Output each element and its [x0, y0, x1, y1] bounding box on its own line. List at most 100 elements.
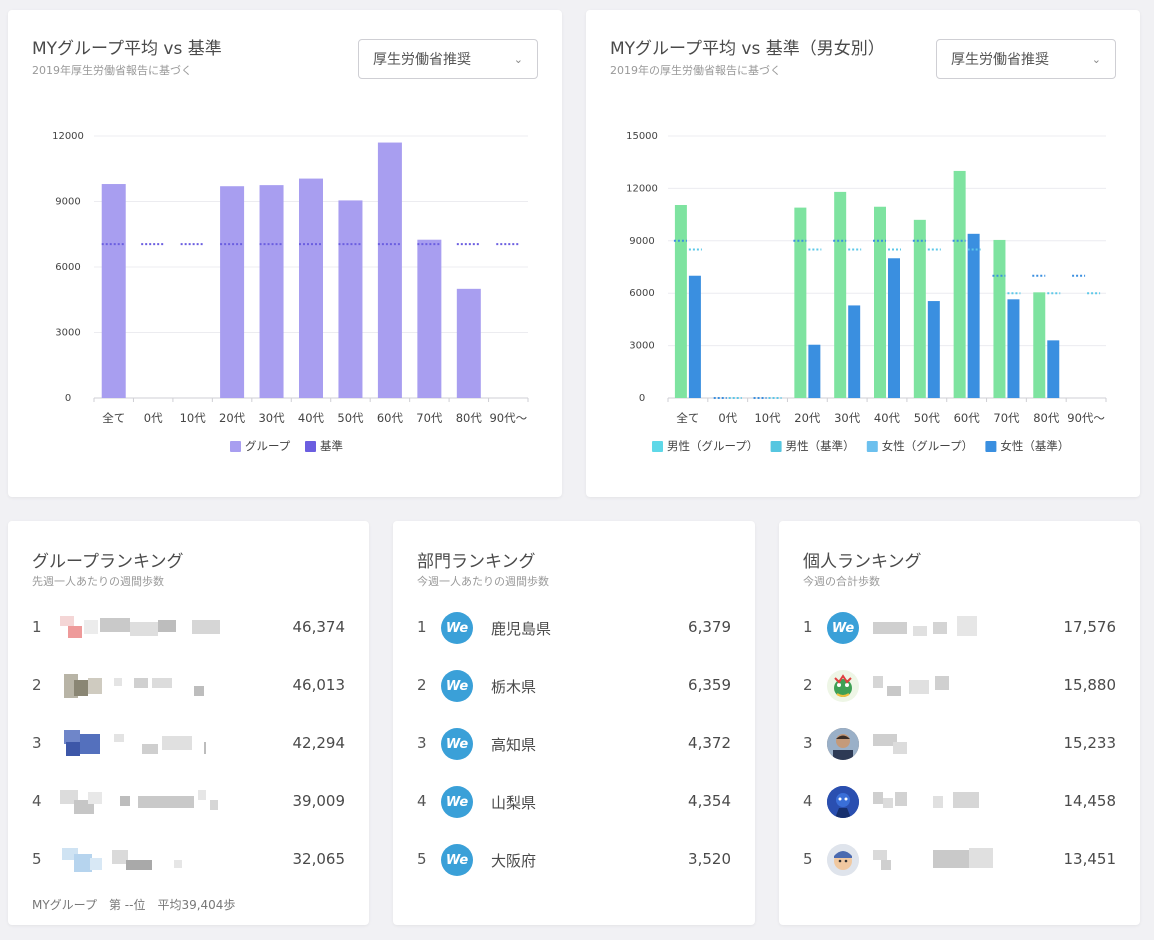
blurred-name [108, 674, 208, 698]
rank-value: 32,065 [292, 850, 346, 868]
dragon-avatar [827, 670, 859, 702]
x-tick-label: 90代〜 [1067, 411, 1105, 425]
bar-group [377, 142, 402, 398]
standard-select[interactable]: 厚生労働省推奨 ⌄ [936, 39, 1116, 79]
x-tick-label: 60代 [954, 411, 981, 425]
blurred-avatar [60, 616, 100, 640]
blurred-avatar [60, 730, 106, 756]
we-logo-avatar: We [441, 612, 473, 644]
bar-female-standard [967, 233, 980, 398]
x-tick-label: 全て [676, 411, 699, 425]
blurred-avatar [60, 848, 106, 872]
rank-number: 2 [32, 676, 42, 694]
y-tick-label: 0 [65, 393, 71, 404]
legend-swatch [770, 441, 782, 452]
blurred-name [873, 616, 983, 640]
ranking-row[interactable]: 1 We 17,576 [779, 608, 1140, 648]
rank-value: 46,013 [292, 676, 346, 694]
ranking-row[interactable]: 2 We 栃木県 6,359 [393, 666, 755, 706]
rank-number: 2 [417, 676, 427, 694]
bar-male-group [913, 219, 926, 398]
y-tick-label: 3000 [55, 328, 80, 339]
blurred-name [873, 790, 993, 814]
y-tick-label: 6000 [629, 288, 654, 299]
ranking-row[interactable]: 4 We 山梨県 4,354 [393, 782, 755, 822]
bar-chart: 0 3000 6000 9000 12000 全て 0代 10代 20代 30代 40代 50代 60代… [52, 131, 529, 453]
bar-group [299, 178, 323, 398]
chart-title: MYグループ平均 vs 基準（男女別） [610, 39, 885, 59]
ranking-row[interactable]: 3 42,294 [8, 724, 369, 764]
blurred-name [112, 848, 192, 872]
rank-number: 5 [417, 850, 427, 868]
ranking-row[interactable]: 5 13,451 [779, 840, 1140, 880]
ranking-subtitle: 先週一人あたりの週間歩数 [32, 575, 164, 588]
blurred-avatar [60, 790, 106, 814]
bar-female-standard [688, 275, 701, 398]
y-tick-label: 12000 [626, 183, 658, 194]
ranking-row[interactable]: 3 15,233 [779, 724, 1140, 764]
ranking-row[interactable]: 2 15,880 [779, 666, 1140, 706]
standard-select[interactable]: 厚生労働省推奨 ⌄ [358, 39, 538, 79]
chart-subtitle: 2019年厚生労働省報告に基づく [32, 64, 192, 77]
legend-swatch [230, 441, 241, 452]
rank-number: 3 [32, 734, 42, 752]
bar-female-standard [888, 258, 900, 398]
ranking-row[interactable]: 1 46,374 [8, 608, 369, 648]
we-logo-avatar: We [441, 844, 473, 876]
x-tick-label: 40代 [874, 411, 901, 425]
rank-number: 1 [417, 618, 427, 636]
ranking-row[interactable]: 5 We 大阪府 3,520 [393, 840, 755, 880]
rank-value: 6,379 [688, 618, 731, 636]
x-tick-label: 90代〜 [489, 411, 527, 425]
legend-swatch [652, 441, 663, 452]
blurred-avatar [60, 674, 104, 698]
rank-number: 2 [803, 676, 813, 694]
blurred-name [873, 674, 963, 698]
rank-value: 42,294 [292, 734, 346, 752]
dept-name: 高知県 [491, 736, 537, 754]
x-tick-label: 70代 [416, 411, 443, 425]
ranking-subtitle: 今週の合計歩数 [803, 575, 880, 588]
y-tick-label: 0 [639, 393, 645, 404]
blurred-name [873, 848, 1003, 872]
bar-male-group [993, 239, 1006, 398]
rank-value: 4,372 [688, 734, 731, 752]
bar-female-standard [1007, 299, 1020, 398]
chevron-down-icon: ⌄ [1091, 52, 1101, 66]
ranking-row[interactable]: 3 We 高知県 4,372 [393, 724, 755, 764]
y-tick-label: 15000 [626, 131, 658, 142]
rank-number: 5 [803, 850, 813, 868]
ranking-row[interactable]: 4 39,009 [8, 782, 369, 822]
bar-male-group [834, 191, 847, 398]
ranking-row[interactable]: 2 46,013 [8, 666, 369, 706]
bar-female-standard [848, 305, 861, 398]
bar-group [456, 288, 481, 398]
legend-swatch [305, 441, 316, 452]
rank-number: 3 [417, 734, 427, 752]
rank-number: 3 [803, 734, 813, 752]
ranking-title: グループランキング [32, 552, 184, 572]
bar-group [259, 185, 284, 398]
ranking-title: 個人ランキング [803, 552, 922, 572]
x-tick-label: 20代 [794, 411, 821, 425]
x-tick-label: 30代 [258, 411, 285, 425]
bar-male-group [1033, 292, 1046, 398]
x-tick-label: 50代 [914, 411, 941, 425]
person-photo-avatar [827, 728, 859, 760]
rank-value: 14,458 [1063, 792, 1117, 810]
legend-label: グループ [245, 439, 291, 453]
legend-label: 女性（グループ） [882, 439, 973, 453]
cartoon-avatar [827, 844, 859, 876]
bar-group [417, 239, 442, 398]
legend-swatch [866, 441, 878, 452]
ranking-row[interactable]: 5 32,065 [8, 840, 369, 880]
we-logo-avatar: We [441, 786, 473, 818]
bar-male-group [953, 170, 966, 398]
chart-title: MYグループ平均 vs 基準 [32, 39, 222, 59]
ranking-row[interactable]: 4 14,458 [779, 782, 1140, 822]
legend-swatch [985, 441, 997, 452]
rank-value: 46,374 [292, 618, 346, 636]
standard-select-value: 厚生労働省推奨 [373, 52, 471, 68]
ranking-row[interactable]: 1 We 鹿児島県 6,379 [393, 608, 755, 648]
character-avatar [827, 786, 859, 818]
